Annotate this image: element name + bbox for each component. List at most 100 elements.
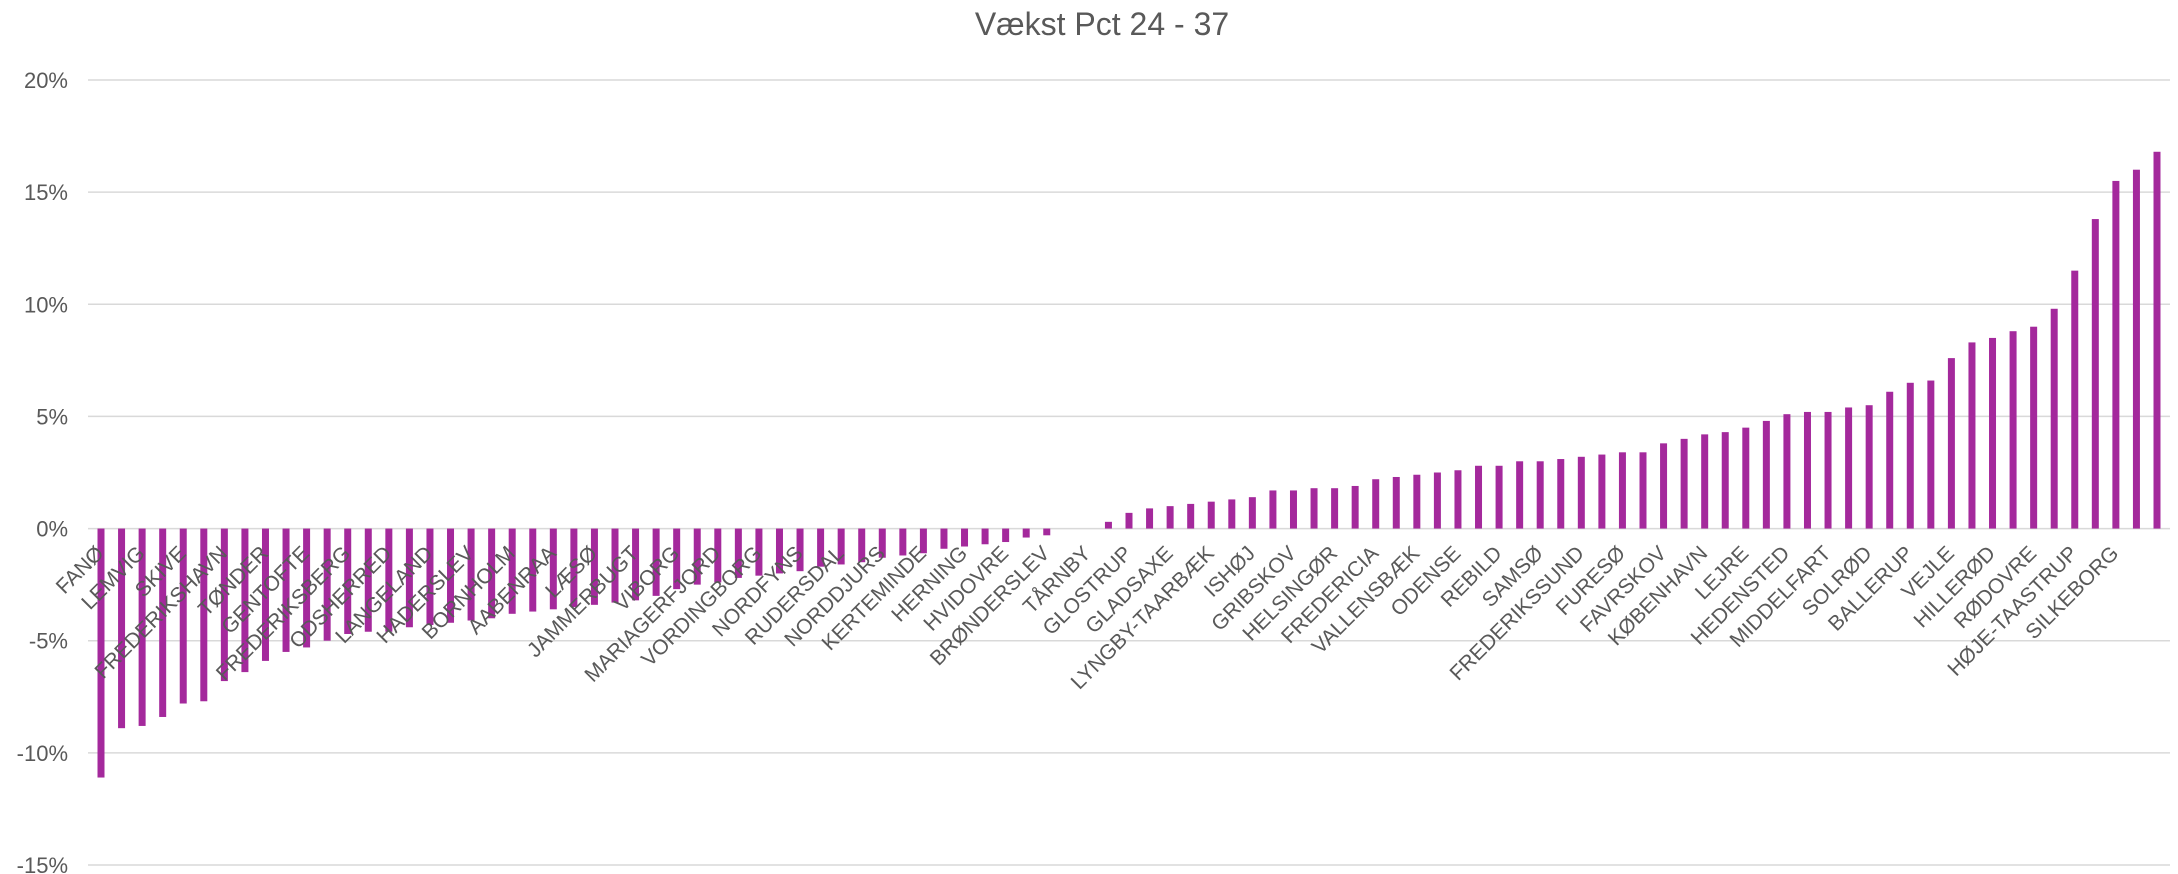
bar [426,528,434,626]
bar [1803,411,1811,529]
y-tick-label: 5% [36,404,68,429]
bar [940,528,948,549]
bar [1968,342,1976,529]
bar [323,528,331,641]
bar [2050,308,2058,529]
bar [1331,488,1339,529]
bar [796,528,804,572]
bar [2112,180,2120,529]
bar [1639,452,1647,529]
bar [1207,501,1215,529]
bar [1125,512,1133,529]
bars [97,151,2161,778]
y-tick-label: -10% [17,741,68,766]
bar [1680,438,1688,529]
y-tick-label: 0% [36,517,68,542]
bar [1002,528,1010,543]
bar [1783,414,1791,529]
bar [1618,452,1626,529]
y-tick-label: -15% [17,853,68,874]
bar [97,528,105,778]
bar [1228,499,1236,529]
bar [344,528,352,634]
bar [961,528,969,547]
bar [1886,391,1894,529]
bar [179,528,187,704]
bar [1454,470,1462,529]
bar [2030,326,2038,529]
bar [220,528,228,682]
bar [1947,358,1955,529]
bar [549,528,557,610]
bar [817,528,825,567]
bar [2091,219,2099,529]
bar [364,528,372,632]
bar [447,528,455,623]
bar [878,528,886,558]
bar [1742,427,1750,529]
bar [488,528,496,619]
bar [1289,490,1297,529]
bar [1043,528,1051,536]
bar [1310,488,1318,529]
bar [652,528,660,596]
bar [1845,407,1853,529]
bar [2153,151,2161,529]
bar [611,528,619,603]
bar [200,528,208,702]
bar [1865,405,1873,529]
bar [159,528,167,717]
bar [734,528,742,578]
bar [1351,485,1359,529]
bar [2009,331,2017,529]
bar [1372,479,1380,529]
bar [1577,456,1585,529]
bar [1392,476,1400,529]
bar [1989,337,1997,529]
bar [2132,169,2140,529]
bar [1762,420,1770,529]
bar [1824,411,1832,529]
bar [714,528,722,583]
bar [529,528,537,612]
bar [570,528,578,608]
bar [1022,528,1030,538]
bar [1269,490,1277,529]
bar [138,528,146,726]
bar [1433,472,1441,529]
y-tick-label: 10% [24,292,68,317]
bar [590,528,598,605]
gridlines [88,79,2170,866]
bar [1660,443,1668,529]
bar [467,528,475,621]
bar [693,528,701,585]
bar [1557,459,1565,529]
y-tick-label: 15% [24,180,68,205]
bar [1475,465,1483,529]
bar [755,528,763,576]
bar [775,528,783,574]
chart-title: Vækst Pct 24 - 37 [975,6,1229,42]
bar [405,528,413,628]
bar [303,528,311,648]
bar [858,528,866,563]
bar [1413,474,1421,529]
x-axis-labels: FANØLEMVIGSKIVEFREDERIKSHAVNTØNDERGENTOF… [52,542,2124,694]
bar [1495,465,1503,529]
bar [1701,434,1709,529]
bar [2071,270,2079,529]
bar [1927,380,1935,529]
bar [632,528,640,601]
bar [1536,461,1544,529]
bar [1146,508,1154,529]
bar [919,528,927,554]
y-axis-ticks: 20% 15% 10% 5% 0% -5% -10% -15% [17,68,68,874]
bar [508,528,516,614]
bar [1516,461,1524,529]
bar [282,528,290,652]
bar [385,528,393,632]
bar [1906,382,1914,529]
bar [1598,454,1606,529]
bar [981,528,989,545]
bar [1248,497,1256,529]
